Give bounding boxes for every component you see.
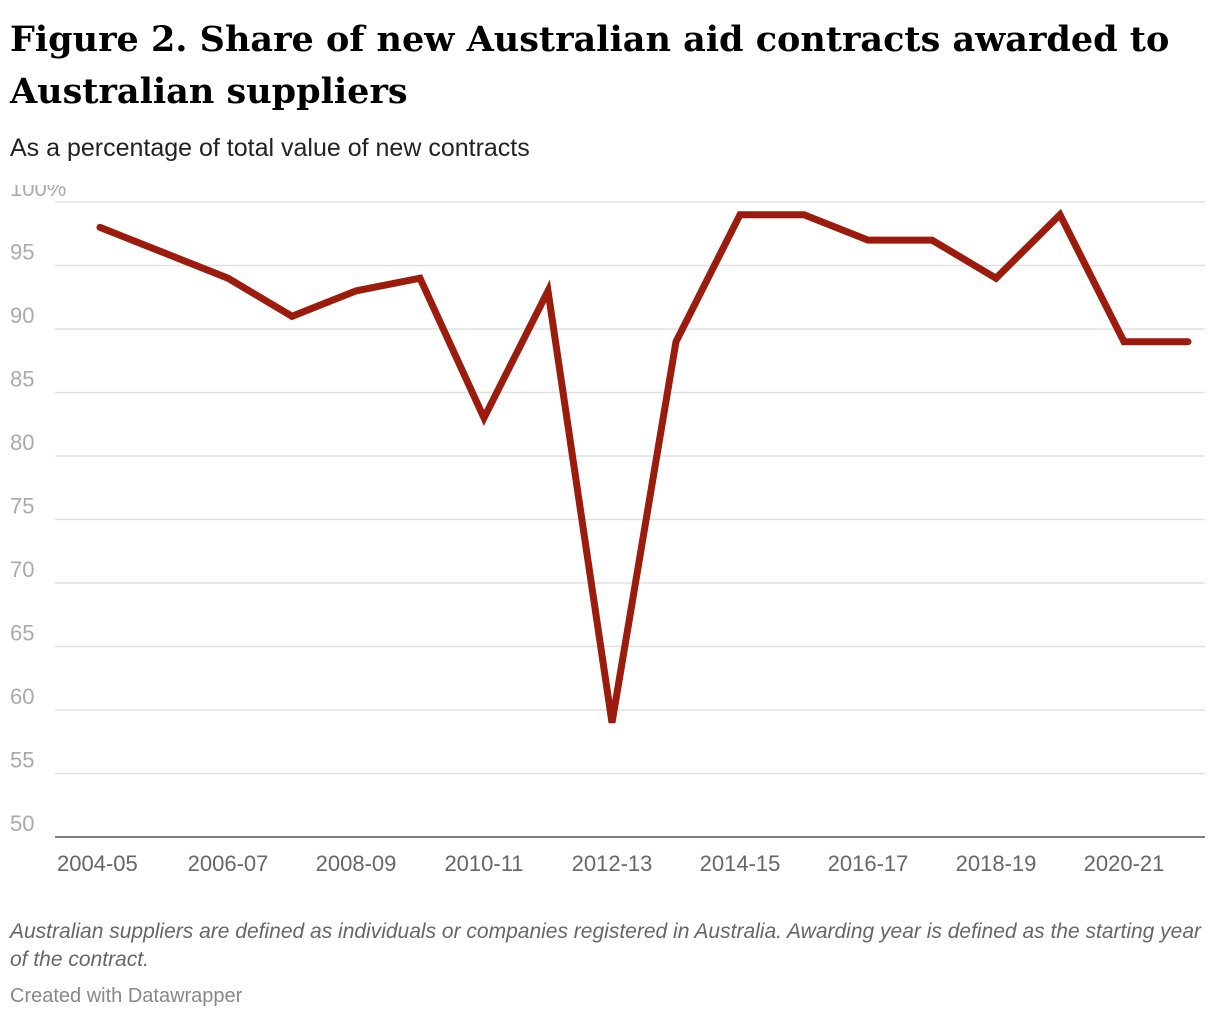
x-tick-label: 2018-19 xyxy=(956,851,1037,876)
series-layer xyxy=(96,208,1192,724)
x-tick-label: 2016-17 xyxy=(828,851,909,876)
y-tick-label: 85 xyxy=(10,367,34,392)
chart-credit: Created with Datawrapper xyxy=(10,985,243,1007)
y-tick-label: 100% xyxy=(10,185,66,201)
y-tick-label: 55 xyxy=(10,748,34,773)
chart-subtitle: As a percentage of total value of new co… xyxy=(10,134,530,162)
y-tick-label: 80 xyxy=(10,430,34,455)
x-tick-label: 2004-05 xyxy=(57,851,138,876)
chart-footnote: Australian suppliers are defined as indi… xyxy=(10,920,1202,971)
x-tick-label: 2014-15 xyxy=(700,851,781,876)
y-tick-label: 75 xyxy=(10,494,34,519)
y-tick-label: 50 xyxy=(10,811,34,836)
chart-title: Figure 2. Share of new Australian aid co… xyxy=(10,19,1170,112)
gridlines xyxy=(55,201,1205,838)
x-tick-label: 2006-07 xyxy=(188,851,269,876)
y-tick-label: 90 xyxy=(10,303,34,328)
x-tick-label: 2012-13 xyxy=(572,851,653,876)
x-tick-label: 2010-11 xyxy=(444,851,523,876)
series-line xyxy=(96,208,1192,724)
y-tick-label: 95 xyxy=(10,240,34,265)
x-tick-label: 2008-09 xyxy=(316,851,397,876)
x-tick-labels: 2004-05 2006-07 2008-09 2010-11 2012-13 2014-… xyxy=(57,851,1164,876)
y-tick-label: 65 xyxy=(10,621,34,646)
y-tick-label: 60 xyxy=(10,684,34,709)
y-tick-labels: 100% 95 90 85 80 75 70 65 60 55 50 xyxy=(10,185,66,836)
x-tick-label: 2020-21 xyxy=(1084,851,1165,876)
y-tick-label: 70 xyxy=(10,557,34,582)
